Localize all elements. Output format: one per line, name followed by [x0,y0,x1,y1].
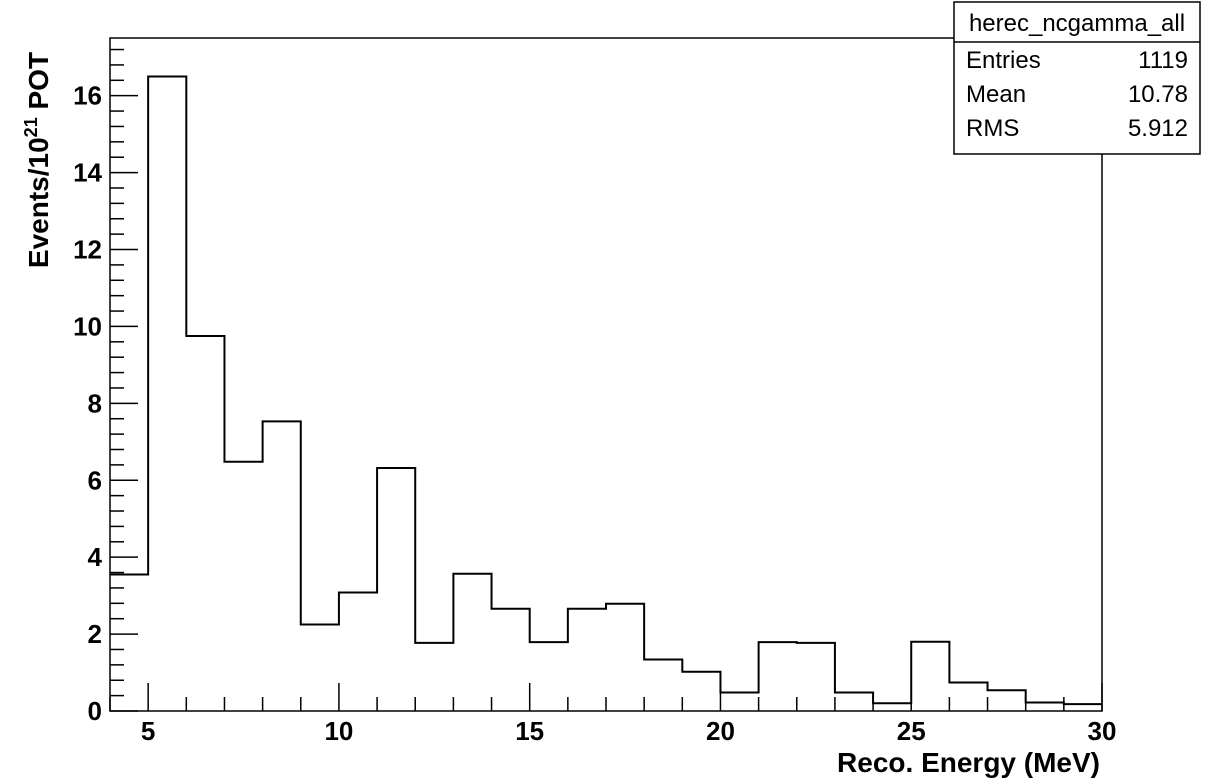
histogram-outline [110,75,1102,706]
histogram-bin [911,642,949,711]
histogram-bin [530,642,568,711]
y-axis-title-suffix: POT [23,52,54,117]
y-tick-label: 2 [88,619,102,649]
y-axis-title-exponent: 21 [21,117,41,137]
x-tick-label: 10 [324,716,353,746]
stats-entries-label: Entries [966,47,1041,74]
histogram-bin [759,642,797,711]
histogram-bin [988,690,1026,711]
histogram-bin [263,421,301,711]
histogram-bin [1064,704,1102,711]
histogram-bin [720,693,758,711]
y-axis-ticks [110,48,138,712]
histogram-bin [301,624,339,711]
histogram-bin [873,703,911,711]
y-tick-label: 4 [88,542,103,572]
x-tick-label: 20 [706,716,735,746]
x-tick-label: 5 [141,716,155,746]
y-axis-tick-labels: 0 2 4 6 8 10 12 14 16 [73,81,102,726]
y-tick-label: 6 [88,465,102,495]
x-tick-label: 15 [515,716,544,746]
histogram-bin [453,574,491,711]
histogram-bin [606,604,644,711]
histogram-bin [110,574,148,711]
stats-mean-label: Mean [966,81,1026,108]
histogram-bin [835,693,873,711]
stats-box-frame [953,1,1201,155]
stats-rms-value: 5.912 [1128,115,1188,142]
x-tick-label: 25 [897,716,926,746]
y-tick-label: 12 [73,235,102,265]
stats-rms-label: RMS [966,115,1019,142]
stats-box-title: herec_ncgamma_all [969,10,1185,37]
x-tick-label: 30 [1088,716,1117,746]
histogram-bin [949,683,987,711]
histogram-bin [797,643,835,711]
stats-entries-value: 1119 [1138,47,1188,74]
histogram-bin [1026,703,1064,711]
histogram-bin [148,76,186,711]
y-tick-label: 0 [88,696,102,726]
y-tick-label: 16 [73,81,102,111]
x-axis-ticks [109,683,1103,711]
stats-box: herec_ncgamma_all Entries 1119 Mean 10.7… [953,1,1201,155]
plot-frame [109,37,1103,712]
histogram-bin [224,462,262,711]
histogram-bin [339,593,377,711]
x-axis-tick-labels: 5 10 15 20 25 30 [141,716,1117,746]
y-tick-label: 10 [73,311,102,341]
histogram-bin [568,609,606,711]
histogram-bin [377,468,415,711]
histogram-bin [492,609,530,711]
histogram-bin [186,336,224,711]
x-axis-title: Reco. Energy (MeV) [837,747,1100,778]
y-axis-title-prefix: Events/10 [23,137,54,268]
histogram-bin [644,659,682,711]
y-axis-title: Events/1021 POT [21,52,54,268]
y-tick-label: 14 [73,158,102,188]
stats-mean-value: 10.78 [1128,81,1188,108]
histogram-bins [110,76,1102,711]
histogram-bin [415,643,453,711]
y-tick-label: 8 [88,388,102,418]
histogram-bin [682,672,720,711]
